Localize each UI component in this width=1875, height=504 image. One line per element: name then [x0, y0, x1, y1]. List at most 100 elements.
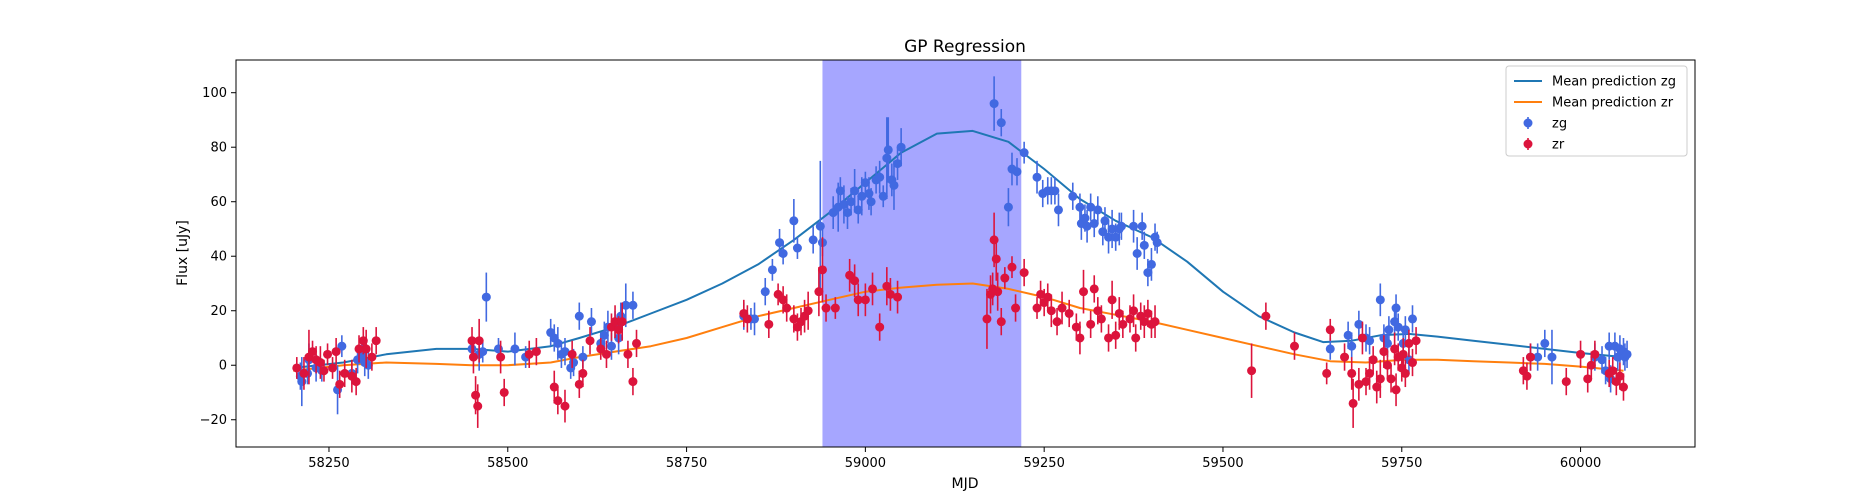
data-point-zg	[1393, 313, 1403, 341]
data-point-zr	[335, 370, 345, 398]
x-tick-label: 60000	[1560, 456, 1601, 471]
data-point-zg	[1146, 248, 1156, 281]
marker	[889, 180, 899, 190]
marker	[882, 281, 892, 291]
marker	[617, 317, 627, 327]
marker	[893, 292, 903, 302]
data-point-zr	[875, 313, 885, 341]
marker	[814, 287, 824, 297]
data-point-zr	[617, 302, 627, 341]
marker	[1007, 262, 1017, 272]
data-point-zr	[1118, 310, 1128, 338]
marker	[1354, 379, 1364, 389]
data-point-zr	[1075, 321, 1085, 355]
data-point-zr	[531, 337, 541, 366]
marker	[1393, 322, 1403, 332]
marker	[989, 235, 999, 245]
data-point-zg	[839, 185, 849, 224]
marker	[835, 186, 845, 196]
data-point-zr	[814, 267, 824, 317]
marker	[1289, 341, 1299, 351]
marker	[340, 368, 350, 378]
data-point-zg	[510, 332, 520, 366]
marker	[857, 191, 867, 201]
marker	[478, 347, 488, 357]
data-point-zg	[778, 242, 788, 265]
marker	[778, 295, 788, 305]
marker	[323, 349, 333, 359]
marker	[1107, 224, 1117, 234]
marker	[585, 336, 595, 346]
data-point-zr	[1247, 343, 1257, 398]
marker	[1046, 306, 1056, 316]
data-point-zg	[1540, 329, 1550, 358]
data-point-zr	[1347, 357, 1357, 390]
y-tick-label: 60	[210, 195, 227, 210]
data-point-zr	[1289, 332, 1299, 360]
marker	[574, 311, 584, 321]
marker	[1597, 355, 1607, 365]
data-point-zr	[340, 359, 350, 388]
marker	[328, 363, 338, 373]
marker	[896, 142, 906, 152]
data-point-zr	[468, 340, 478, 374]
marker	[610, 317, 620, 327]
marker	[1050, 186, 1060, 196]
marker	[1382, 360, 1392, 370]
data-point-zr	[1325, 318, 1335, 341]
y-tick-label: 80	[210, 141, 227, 156]
data-point-zr	[632, 329, 642, 358]
data-point-zr	[1398, 337, 1408, 371]
data-point-zg	[1365, 327, 1375, 355]
marker	[1547, 352, 1557, 362]
data-point-zr	[319, 359, 329, 382]
legend-item: zr	[1523, 138, 1565, 153]
data-point-zr	[1522, 362, 1532, 390]
data-point-zr	[578, 359, 588, 388]
marker	[614, 325, 624, 335]
data-point-zr	[623, 340, 633, 368]
marker	[982, 314, 992, 324]
marker	[1043, 292, 1053, 302]
data-point-zg	[1384, 316, 1394, 344]
data-point-zg	[1107, 209, 1117, 249]
marker	[1400, 368, 1410, 378]
data-point-zr	[585, 327, 595, 355]
data-point-zr	[499, 378, 509, 407]
marker	[1000, 273, 1010, 283]
marker	[1343, 330, 1353, 340]
data-point-zg	[1012, 158, 1022, 186]
data-point-zr	[299, 357, 309, 390]
marker	[792, 243, 802, 253]
marker	[1150, 317, 1160, 327]
x-tick-label: 59250	[1023, 456, 1064, 471]
data-point-zr	[1131, 324, 1141, 352]
marker	[1089, 219, 1099, 229]
data-point-zg	[1391, 294, 1401, 322]
marker	[1347, 368, 1357, 378]
data-point-zg	[878, 185, 888, 208]
marker	[1391, 385, 1401, 395]
data-point-zr	[1382, 351, 1392, 379]
marker	[996, 118, 1006, 128]
marker	[1348, 398, 1358, 408]
data-point-zr	[361, 329, 371, 368]
data-point-zr	[996, 308, 1006, 336]
marker	[1137, 221, 1147, 231]
marker	[315, 358, 325, 368]
marker	[599, 330, 609, 340]
marker	[1011, 303, 1021, 313]
x-axis-label: MJD	[952, 476, 979, 492]
data-point-zr	[1354, 367, 1364, 401]
data-point-zr	[496, 340, 506, 374]
marker	[628, 377, 638, 387]
data-point-zr	[893, 280, 903, 314]
data-point-zr	[1079, 269, 1089, 314]
marker	[1089, 284, 1099, 294]
data-point-zr	[1404, 329, 1414, 358]
data-point-zr	[474, 318, 484, 363]
marker	[1068, 191, 1078, 201]
marker	[1354, 319, 1364, 329]
marker	[560, 401, 570, 411]
